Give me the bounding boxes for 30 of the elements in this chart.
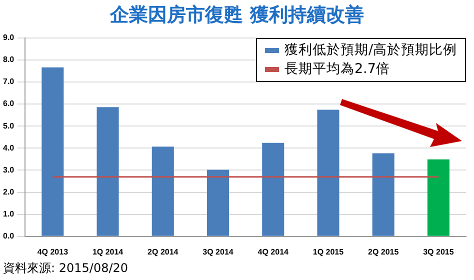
x-tick-label: 1Q 2015 bbox=[312, 247, 344, 256]
x-tick-label: 1Q 2014 bbox=[92, 247, 124, 256]
x-tick-label: 4Q 2013 bbox=[37, 247, 69, 256]
y-tick-label: 2.0 bbox=[2, 187, 15, 196]
y-tick-label: 5.0 bbox=[2, 121, 15, 130]
bar bbox=[96, 107, 119, 236]
x-tick-label: 2Q 2014 bbox=[148, 247, 179, 256]
x-tick-label: 2Q 2015 bbox=[368, 247, 400, 256]
x-tick-label: 4Q 2014 bbox=[258, 247, 290, 256]
y-tick-label: 6.0 bbox=[2, 99, 15, 108]
y-tick-label: 9.0 bbox=[2, 33, 15, 42]
y-tick-label: 7.0 bbox=[2, 77, 15, 86]
bar bbox=[262, 142, 284, 236]
legend-label: 獲利低於預期/高於預期比例 bbox=[283, 41, 457, 60]
legend-label: 長期平均為2.7倍 bbox=[283, 60, 391, 79]
bar bbox=[42, 67, 64, 236]
bar bbox=[206, 170, 230, 236]
bar bbox=[427, 159, 450, 236]
chart-title: 企業因房市復甦 獲利持續改善 bbox=[108, 3, 365, 28]
y-tick-label: 1.0 bbox=[2, 210, 15, 219]
bar bbox=[152, 146, 174, 236]
source-note: 資料來源: 2015/08/20 bbox=[3, 260, 128, 277]
bar bbox=[317, 110, 340, 236]
y-tick-label: 4.0 bbox=[2, 143, 15, 152]
y-tick-label: 8.0 bbox=[2, 55, 15, 64]
y-tick-label: 3.0 bbox=[2, 165, 15, 174]
bar bbox=[372, 153, 394, 236]
x-tick-label: 3Q 2015 bbox=[423, 247, 454, 256]
y-tick-label: 0.0 bbox=[2, 232, 15, 241]
x-tick-label: 3Q 2014 bbox=[202, 247, 234, 256]
